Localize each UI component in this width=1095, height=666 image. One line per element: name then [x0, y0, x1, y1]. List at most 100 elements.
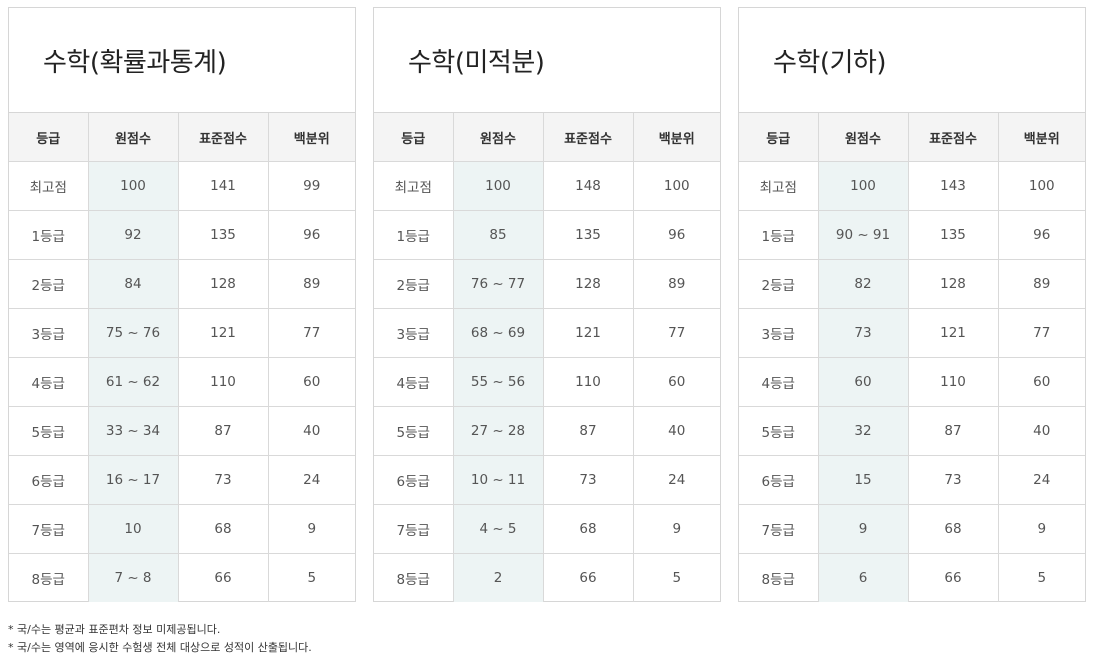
table-cell: 1등급	[739, 210, 819, 260]
table-cell: 61 ~ 62	[88, 357, 179, 407]
table-cell: 128	[178, 259, 269, 309]
table-cell: 40	[998, 406, 1085, 456]
table-cell: 100	[998, 161, 1085, 211]
table-row: 2등급 84 128 89	[9, 259, 355, 309]
table-cell: 10 ~ 11	[453, 455, 544, 505]
panel-title: 수학(기하)	[739, 8, 1085, 113]
column-header: 표준점수	[543, 113, 634, 162]
table-cell: 68	[908, 504, 999, 554]
column-header: 등급	[374, 113, 454, 162]
column-header: 등급	[739, 113, 819, 162]
table-cell: 5	[1037, 570, 1047, 586]
table-cell: 5등급	[374, 406, 454, 456]
table-cell: 7등급	[9, 504, 89, 554]
table-cell: 9	[998, 504, 1085, 554]
table-cell: 148	[543, 161, 634, 211]
table-row: 5등급 32 87 40	[739, 406, 1085, 456]
footnote: * 국/수는 영역에 응시한 수험생 전체 대상으로 성적이 산출됩니다.	[8, 641, 312, 654]
table-cell: 128	[908, 259, 999, 309]
table-cell: 68	[178, 504, 269, 554]
table-cell: 110	[178, 357, 269, 407]
table-cell: 7등급	[374, 504, 454, 554]
table-header-row: 등급 원점수 표준점수 백분위	[739, 113, 1085, 162]
table-cell: 7 ~ 8	[88, 553, 179, 602]
table-cell: 73	[908, 455, 999, 505]
table-row: 6등급 10 ~ 11 73 24	[374, 455, 720, 505]
table-cell: 9	[268, 504, 355, 554]
table-cell: 100	[453, 161, 544, 211]
table-cell: 66	[908, 553, 999, 602]
table-cell: 2	[453, 553, 544, 602]
table-cell: 73	[178, 455, 269, 505]
table-cell: 89	[268, 259, 355, 309]
table-cell: 16 ~ 17	[88, 455, 179, 505]
table-cell: 60	[818, 357, 909, 407]
table-cell: 121	[178, 308, 269, 358]
table-cell: 최고점	[739, 161, 819, 211]
table-cell: 6등급	[9, 455, 89, 505]
table-cell: 110	[908, 357, 999, 407]
table-cell: 8등급	[9, 553, 89, 602]
table-cell: 6등급	[739, 455, 819, 505]
table-cell: 10	[88, 504, 179, 554]
table-row: 5등급 27 ~ 28 87 40	[374, 406, 720, 456]
table-cell: 128	[543, 259, 634, 309]
table-cell: 최고점	[374, 161, 454, 211]
table-row: 1등급 85 135 96	[374, 210, 720, 260]
column-header: 등급	[9, 113, 89, 162]
table-cell: 75 ~ 76	[88, 308, 179, 358]
table-row: 2등급 82 128 89	[739, 259, 1085, 309]
table-cell: 55 ~ 56	[453, 357, 544, 407]
table-cell: 최고점	[9, 161, 89, 211]
table-header-row: 등급 원점수 표준점수 백분위	[374, 113, 720, 162]
table-cell: 87	[178, 406, 269, 456]
table-row: 3등급 75 ~ 76 121 77	[9, 308, 355, 358]
table-cell: 76 ~ 77	[453, 259, 544, 309]
table-row: 최고점 100 143 100	[739, 161, 1085, 211]
table-cell: 68	[543, 504, 634, 554]
column-header: 표준점수	[908, 113, 999, 162]
table-cell: 135	[178, 210, 269, 260]
table-cell: 5	[307, 570, 317, 586]
table-cell: 99	[268, 161, 355, 211]
column-header: 원점수	[453, 113, 544, 162]
table-cell: 5등급	[739, 406, 819, 456]
table-cell: 73	[543, 455, 634, 505]
table-cell: 135	[543, 210, 634, 260]
table-cell: 85	[453, 210, 544, 260]
table-row: 4등급 61 ~ 62 110 60	[9, 357, 355, 407]
table-cell: 32	[818, 406, 909, 456]
table-cell: 96	[998, 210, 1085, 260]
table-cell: 40	[268, 406, 355, 456]
score-panel: 수학(미적분) 등급 원점수 표준점수 백분위 최고점 100 148 100 1등급 85 135 9…	[373, 7, 721, 602]
table-row: 4등급 60 110 60	[739, 357, 1085, 407]
score-table: 등급 원점수 표준점수 백분위 최고점 100 143 100 1등급 90 ~ 91 135 96 2…	[739, 113, 1085, 602]
table-cell: 40	[633, 406, 720, 456]
table-cell: 24	[268, 455, 355, 505]
table-cell: 9	[633, 504, 720, 554]
table-row: 8등급 7 ~ 8 66 5	[9, 553, 355, 602]
table-cell: 77	[268, 308, 355, 358]
table-cell: 100	[633, 161, 720, 211]
table-cell: 9	[818, 504, 909, 554]
table-header-row: 등급 원점수 표준점수 백분위	[9, 113, 355, 162]
table-cell: 77	[998, 308, 1085, 358]
score-table: 등급 원점수 표준점수 백분위 최고점 100 141 99 1등급 92 135 96 2등급 84 12…	[9, 113, 355, 602]
column-header: 백분위	[998, 113, 1085, 162]
table-row: 3등급 68 ~ 69 121 77	[374, 308, 720, 358]
table-cell: 60	[998, 357, 1085, 407]
table-cell: 110	[543, 357, 634, 407]
table-cell: 68 ~ 69	[453, 308, 544, 358]
table-cell: 4 ~ 5	[453, 504, 544, 554]
table-cell: 141	[178, 161, 269, 211]
table-cell: 100	[818, 161, 909, 211]
table-cell: 24	[998, 455, 1085, 505]
table-row: 7등급 9 68 9	[739, 504, 1085, 554]
table-cell: 4등급	[739, 357, 819, 407]
table-cell: 87	[908, 406, 999, 456]
table-row: 8등급 2 66 5	[374, 553, 720, 602]
table-row: 1등급 92 135 96	[9, 210, 355, 260]
table-cell: 60	[268, 357, 355, 407]
table-cell: 7등급	[739, 504, 819, 554]
table-cell: 96	[268, 210, 355, 260]
